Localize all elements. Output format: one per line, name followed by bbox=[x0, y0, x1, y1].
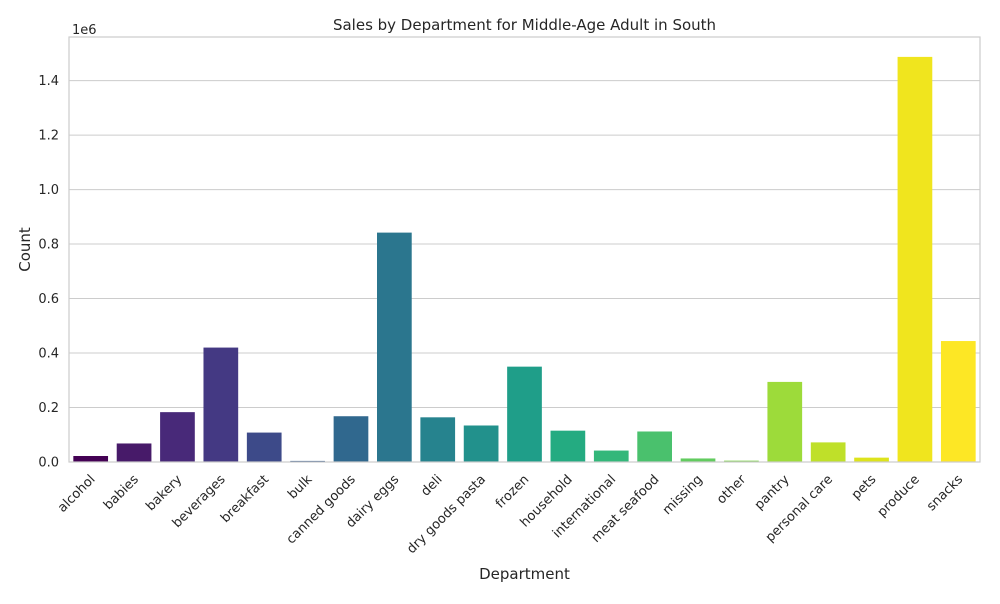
chart-title: Sales by Department for Middle-Age Adult… bbox=[333, 16, 716, 34]
x-tick-label: snacks bbox=[924, 472, 966, 514]
bar-pets bbox=[854, 457, 889, 462]
bar-beverages bbox=[203, 347, 239, 462]
bar-snacks bbox=[940, 341, 976, 462]
y-tick-label: 0.0 bbox=[38, 456, 59, 471]
bar-dairy-eggs bbox=[377, 232, 412, 462]
bar-bakery bbox=[160, 412, 195, 462]
y-tick-label: 0.6 bbox=[38, 292, 59, 307]
bar-missing bbox=[680, 458, 716, 462]
x-tick-label: pantry bbox=[752, 472, 793, 513]
x-tick-label: alcohol bbox=[55, 472, 98, 515]
bar-pantry bbox=[767, 381, 803, 462]
x-tick-label: bulk bbox=[285, 472, 315, 502]
x-tick-label: bakery bbox=[143, 472, 185, 514]
plot-frame bbox=[68, 36, 981, 463]
x-tick-label: frozen bbox=[493, 472, 532, 511]
y-tick-label: 1.4 bbox=[38, 74, 59, 89]
x-tick-label: babies bbox=[101, 472, 142, 513]
y-axis-title: Count bbox=[16, 227, 34, 272]
bar-meat-seafood bbox=[637, 431, 672, 462]
y-tick-label: 0.2 bbox=[38, 401, 59, 416]
x-tick-label: deli bbox=[418, 472, 445, 499]
y-tick-label: 0.4 bbox=[38, 347, 59, 362]
x-tick-label: pets bbox=[849, 472, 880, 503]
bar-produce bbox=[897, 56, 933, 463]
x-tick-label: missing bbox=[660, 472, 706, 518]
bar-breakfast bbox=[246, 432, 282, 462]
x-axis-title: Department bbox=[479, 565, 570, 583]
bar-other bbox=[724, 460, 759, 462]
y-offset-label: 1e6 bbox=[72, 23, 97, 38]
x-tick-label: dry goods pasta bbox=[404, 472, 489, 557]
bar-canned-goods bbox=[333, 416, 369, 462]
bars bbox=[73, 56, 976, 463]
y-tick-label: 1.0 bbox=[38, 183, 59, 198]
bar-dry-goods-pasta bbox=[463, 425, 499, 462]
bar-international bbox=[593, 450, 629, 462]
bar-personal-care bbox=[810, 442, 846, 462]
bar-frozen bbox=[507, 366, 542, 462]
y-tick-label: 1.2 bbox=[38, 129, 59, 144]
bar-household bbox=[550, 430, 586, 462]
y-tick-labels: 0.0 0.2 0.4 0.6 0.8 1.0 1.2 1.4 bbox=[38, 74, 59, 470]
x-tick-label: other bbox=[714, 472, 750, 508]
x-tick-label: produce bbox=[875, 472, 923, 520]
bar-babies bbox=[116, 443, 152, 462]
bar-deli bbox=[420, 417, 456, 462]
x-tick-label: breakfast bbox=[218, 472, 272, 526]
bar-alcohol bbox=[73, 456, 109, 462]
y-tick-label: 0.8 bbox=[38, 238, 59, 253]
